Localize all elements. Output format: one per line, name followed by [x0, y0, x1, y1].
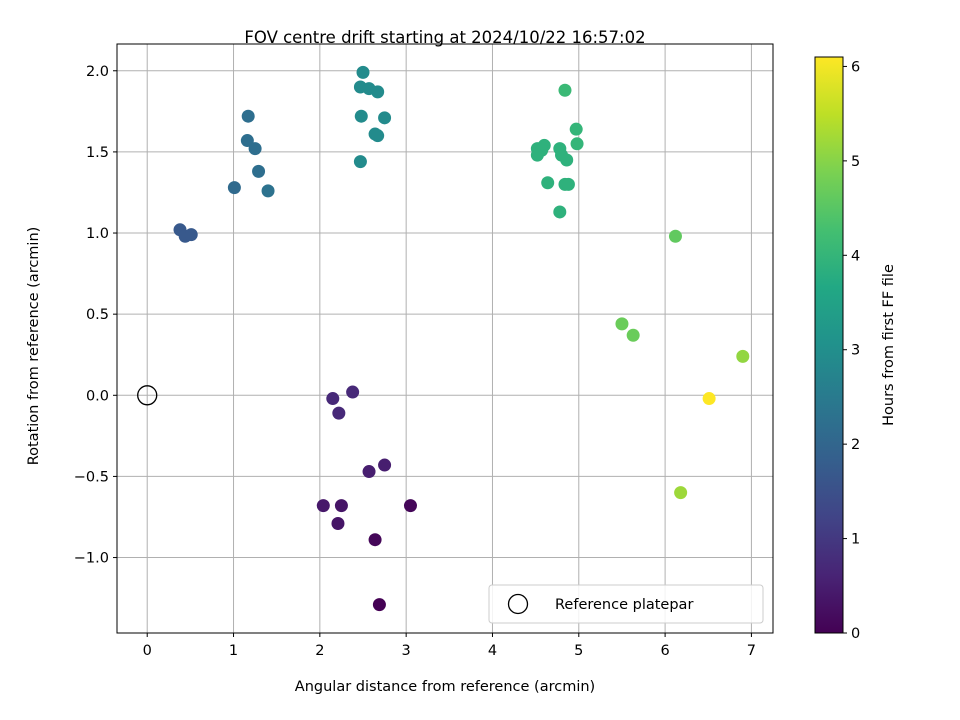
y-tick-label: −0.5	[74, 469, 109, 485]
data-point	[668, 229, 682, 243]
y-tick-label: 2.0	[86, 64, 109, 80]
data-point	[334, 499, 348, 513]
y-tick-label: −1.0	[74, 551, 109, 567]
data-point	[378, 111, 392, 125]
x-tick-label: 3	[402, 643, 411, 659]
y-tick-label: 0.5	[86, 307, 109, 323]
data-point	[569, 122, 583, 136]
data-point	[378, 458, 392, 472]
colorbar-gradient	[814, 56, 844, 634]
chart-title: FOV centre drift starting at 2024/10/22 …	[244, 28, 645, 47]
x-tick-label: 2	[315, 643, 324, 659]
data-point	[736, 349, 750, 363]
data-points	[173, 65, 750, 612]
x-tick-label: 0	[143, 643, 152, 659]
data-point	[331, 516, 345, 530]
data-point	[227, 181, 241, 195]
data-point	[626, 328, 640, 342]
x-tick-label: 5	[574, 643, 583, 659]
data-point	[184, 228, 198, 242]
plot-frame	[116, 43, 774, 634]
data-point	[702, 392, 716, 406]
data-point	[615, 317, 629, 331]
x-axis-ticks: 0 1 2 3 4 5 6 7	[143, 633, 756, 659]
data-point	[372, 598, 386, 612]
data-point	[371, 129, 385, 143]
x-tick-label: 6	[660, 643, 669, 659]
data-point	[248, 142, 262, 156]
data-point	[553, 205, 567, 219]
x-tick-label: 4	[488, 643, 497, 659]
data-point	[326, 392, 340, 406]
data-point	[240, 134, 254, 148]
colorbar-tick-label: 3	[851, 343, 860, 359]
x-axis-label: Angular distance from reference (arcmin)	[295, 679, 595, 695]
y-tick-label: 0.0	[86, 388, 109, 404]
colorbar-label: Hours from first FF file	[881, 264, 897, 426]
colorbar-tick-label: 4	[851, 248, 860, 264]
data-point	[570, 137, 584, 151]
data-point	[674, 486, 688, 500]
data-point	[371, 85, 385, 99]
data-point	[558, 83, 572, 97]
x-tick-label: 7	[747, 643, 756, 659]
data-point	[332, 406, 346, 420]
legend: Reference platepar	[488, 584, 764, 624]
y-axis-ticks: −1.0 −0.5 0.0 0.5 1.0 1.5 2.0	[74, 64, 117, 567]
colorbar-tick-label: 5	[851, 154, 860, 170]
colorbar-tick-label: 6	[851, 59, 860, 75]
data-point	[241, 109, 255, 123]
legend-label-reference: Reference platepar	[555, 597, 693, 613]
colorbar: 0 1 2 3 4 5 6 Hours from first FF file	[814, 56, 897, 642]
colorbar-tick-label: 2	[851, 437, 860, 453]
data-point	[261, 184, 275, 198]
y-axis-label: Rotation from reference (arcmin)	[26, 227, 42, 466]
data-point	[541, 176, 555, 190]
data-point	[530, 148, 544, 162]
data-point	[252, 164, 266, 178]
data-point	[368, 533, 382, 547]
colorbar-tick-label: 1	[851, 532, 860, 548]
reference-marker-layer	[137, 385, 158, 406]
data-point	[362, 465, 376, 479]
colorbar-ticks: 0 1 2 3 4 5 6	[843, 59, 860, 642]
data-point	[561, 177, 575, 191]
y-tick-label: 1.0	[86, 226, 109, 242]
colorbar-tick-label: 0	[851, 626, 860, 642]
legend-box	[488, 584, 764, 624]
data-point	[346, 385, 360, 399]
reference-platepar-marker	[137, 385, 158, 406]
data-point	[403, 499, 417, 513]
x-tick-label: 1	[229, 643, 238, 659]
data-point	[354, 109, 368, 123]
y-tick-label: 1.5	[86, 145, 109, 161]
data-point	[356, 65, 370, 79]
grid	[117, 44, 773, 633]
legend-marker-reference	[507, 593, 529, 615]
data-point	[560, 153, 574, 167]
data-point	[316, 499, 330, 513]
data-point	[353, 155, 367, 169]
